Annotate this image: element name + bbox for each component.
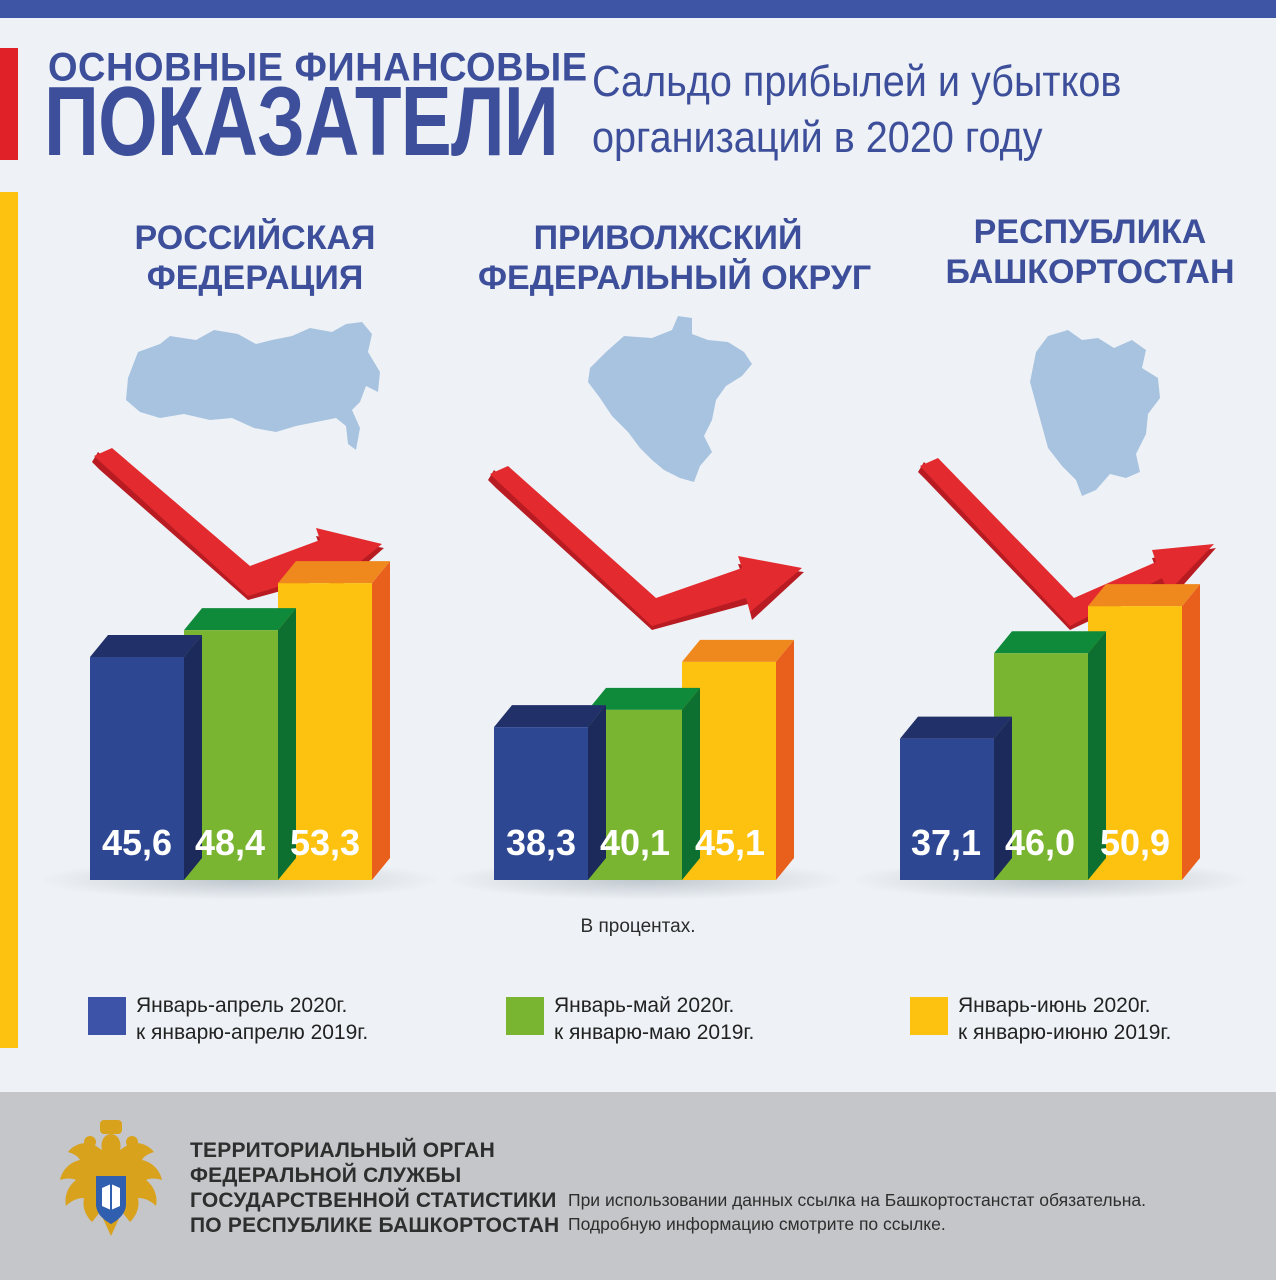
legend-line2: к январю-июню 2019г. <box>958 1021 1172 1044</box>
bar-bashkortostan-may <box>994 653 1088 880</box>
top-accent-bar <box>0 0 1276 18</box>
double-headed-eagle-emblem-icon <box>60 1120 162 1236</box>
subtitle-line1: Сальдо прибылей и убытков <box>592 57 1122 106</box>
subtitle-line2: организаций в 2020 году <box>592 113 1043 162</box>
legend-line1: Январь-апрель 2020г. <box>136 994 348 1017</box>
bar-bashkortostan-apr-side <box>994 716 1012 880</box>
russia-map-icon <box>126 322 380 450</box>
region-title-bashkortostan-line2: БАШКОРТОСТАН <box>945 253 1235 291</box>
region-title-volga: ПРИВОЛЖСКИЙ ФЕДЕРАЛЬНЫЙ ОКРУГ <box>478 218 872 298</box>
legend-line2: к январю-маю 2019г. <box>554 1021 755 1044</box>
organization-name: ТЕРРИТОРИАЛЬНЫЙ ОРГАН ФЕДЕРАЛЬНОЙ СЛУЖБЫ… <box>190 1138 559 1238</box>
bar-bashkortostan-apr <box>900 738 994 880</box>
region-title-russia: РОССИЙСКАЯ ФЕДЕРАЦИЯ <box>105 218 405 298</box>
bar-bashkortostan-may-side <box>1088 631 1106 880</box>
bar-label-volga-jun: 45,1 <box>695 822 765 863</box>
bar-russia-jun-side <box>372 561 390 880</box>
bar-label-bashkortostan-may: 46,0 <box>1005 822 1075 863</box>
bar-bashkortostan-jun-side <box>1182 584 1200 880</box>
bar-layer <box>90 561 1200 880</box>
bar-label-russia-apr: 45,6 <box>102 822 172 863</box>
bar-label-volga-may: 40,1 <box>600 822 670 863</box>
footer-note-line2: Подробную информацию смотрите по ссылке. <box>568 1214 946 1234</box>
bar-russia-apr-side <box>184 635 202 880</box>
trend-arrow-volga-icon <box>488 466 804 630</box>
region-title-bashkortostan: РЕСПУБЛИКА БАШКОРТОСТАН <box>940 212 1240 292</box>
organization-name-line1: ТЕРРИТОРИАЛЬНЫЙ ОРГАН <box>190 1139 496 1162</box>
yellow-side-accent <box>0 192 18 1048</box>
page-title-line2: ПОКАЗАТЕЛИ <box>44 66 559 176</box>
bar-label-volga-apr: 38,3 <box>506 822 576 863</box>
volga-district-map-icon <box>588 316 752 482</box>
bar-bashkortostan-jun <box>1088 606 1182 880</box>
organization-name-line4: ПО РЕСПУБЛИКЕ БАШКОРТОСТАН <box>190 1214 560 1237</box>
bar-label-bashkortostan-apr: 37,1 <box>911 822 981 863</box>
page-subtitle: Сальдо прибылей и убытков организаций в … <box>592 54 1252 166</box>
region-title-volga-line2: ФЕДЕРАЛЬНЫЙ ОКРУГ <box>478 259 872 297</box>
legend-swatch-blue <box>88 997 126 1035</box>
legend-text-jan-may: Январь-май 2020г. к январю-маю 2019г. <box>554 992 754 1046</box>
bar-volga-may <box>588 709 682 880</box>
bar-volga-apr-side <box>588 705 606 880</box>
legend-swatch-yellow <box>910 997 948 1035</box>
organization-name-line2: ФЕДЕРАЛЬНОЙ СЛУЖБЫ <box>190 1164 462 1187</box>
footer-note-line1: При использовании данных ссылка на Башко… <box>568 1190 1147 1210</box>
chart-area: 45,6 48,4 53,3 38,3 40,1 45,1 37,1 46,0 … <box>40 316 1250 900</box>
legend-swatch-green <box>506 997 544 1035</box>
bar-volga-jun <box>682 661 776 880</box>
legend-line1: Январь-май 2020г. <box>554 994 735 1017</box>
footer <box>0 1092 1276 1280</box>
legend-text-jan-jun: Январь-июнь 2020г. к январю-июню 2019г. <box>958 992 1171 1046</box>
bar-bashkortostan-apr-top <box>900 716 1012 739</box>
bar-volga-may-top <box>588 687 700 710</box>
bar-volga-jun-top <box>682 639 794 662</box>
bar-russia-may-side <box>278 608 296 880</box>
legend-text-jan-apr: Январь-апрель 2020г. к январю-апрелю 201… <box>136 992 368 1046</box>
region-title-bashkortostan-line1: РЕСПУБЛИКА <box>973 213 1207 251</box>
organization-name-line3: ГОСУДАРСТВЕННОЙ СТАТИСТИКИ <box>190 1189 557 1212</box>
bar-russia-apr <box>90 657 184 880</box>
unit-note: В процентах. <box>580 916 696 937</box>
bar-volga-apr <box>494 727 588 880</box>
red-side-accent <box>0 48 18 160</box>
bar-russia-jun <box>278 583 372 880</box>
bar-bashkortostan-jun-top <box>1088 584 1200 607</box>
bar-label-russia-jun: 53,3 <box>290 822 360 863</box>
bar-russia-apr-top <box>90 635 202 658</box>
region-title-russia-line2: ФЕДЕРАЦИЯ <box>146 259 364 297</box>
legend-line1: Январь-июнь 2020г. <box>958 994 1151 1017</box>
bar-russia-may <box>184 630 278 880</box>
bar-russia-jun-top <box>278 561 390 584</box>
bar-volga-may-side <box>682 687 700 880</box>
bar-bashkortostan-may-top <box>994 631 1106 654</box>
bar-label-bashkortostan-jun: 50,9 <box>1100 822 1170 863</box>
bar-volga-jun-side <box>776 639 794 880</box>
region-title-volga-line1: ПРИВОЛЖСКИЙ <box>533 219 803 257</box>
page-title-line1: ОСНОВНЫЕ ФИНАНСОВЫЕ <box>48 46 588 91</box>
bar-russia-may-top <box>184 608 296 631</box>
bar-label-russia-may: 48,4 <box>195 822 265 863</box>
legend-line2: к январю-апрелю 2019г. <box>136 1021 369 1044</box>
footer-note: При использовании данных ссылка на Башко… <box>568 1188 1146 1236</box>
bar-volga-apr-top <box>494 705 606 728</box>
region-title-russia-line1: РОССИЙСКАЯ <box>134 219 376 257</box>
bashkortostan-map-icon <box>1030 330 1160 496</box>
